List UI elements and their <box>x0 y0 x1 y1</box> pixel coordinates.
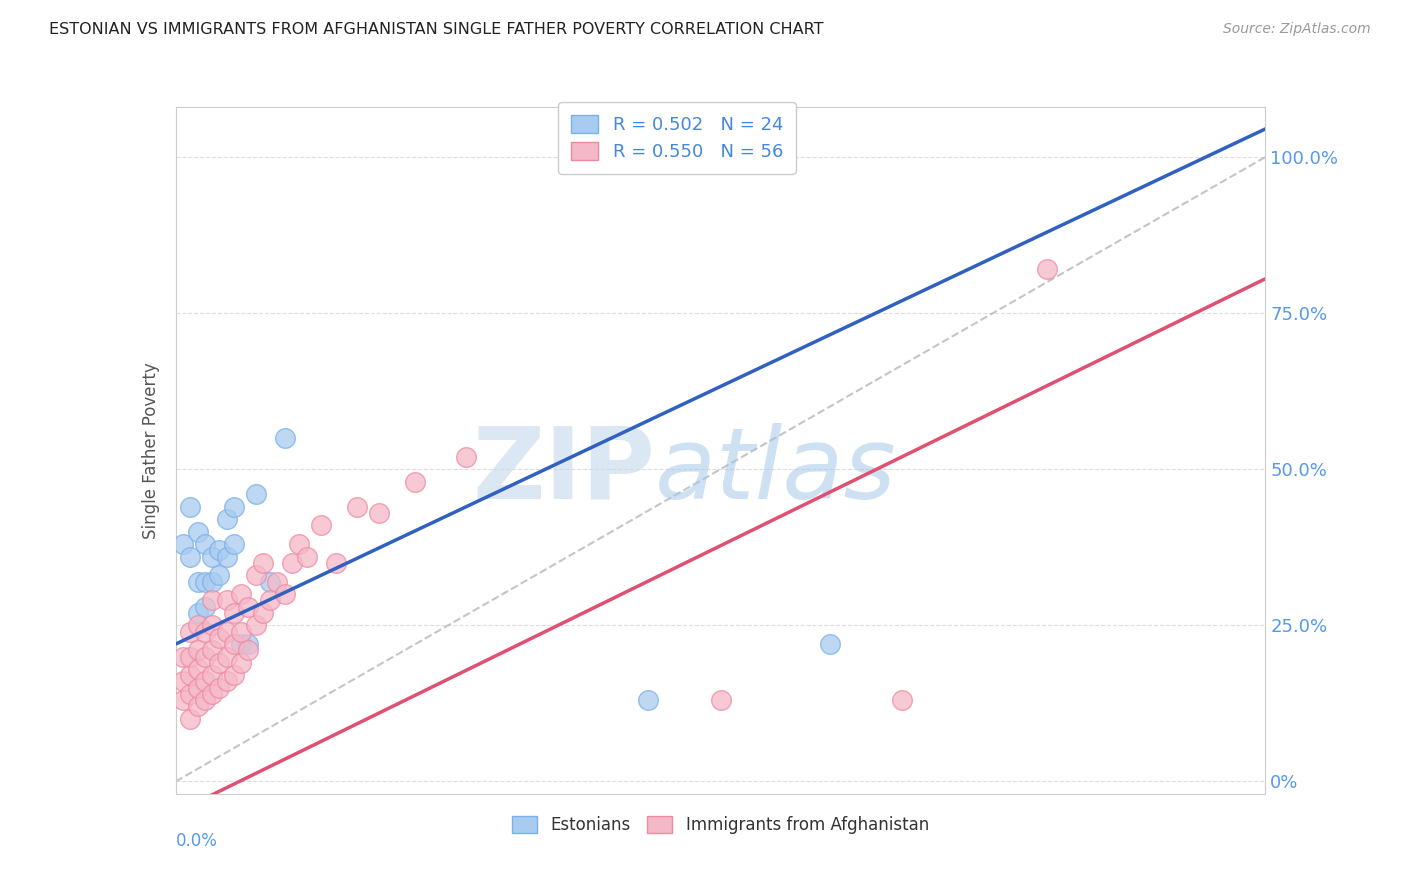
Point <box>179 649 201 664</box>
Point <box>245 568 267 582</box>
Point <box>179 500 201 514</box>
Point <box>346 500 368 514</box>
Point <box>456 450 478 464</box>
Point <box>201 593 224 607</box>
Point <box>172 674 194 689</box>
Point <box>186 662 209 676</box>
Point <box>325 556 347 570</box>
Point <box>194 674 217 689</box>
Point <box>208 543 231 558</box>
Point <box>201 549 224 564</box>
Point <box>194 599 217 614</box>
Point <box>201 618 224 632</box>
Point <box>194 574 217 589</box>
Y-axis label: Single Father Poverty: Single Father Poverty <box>142 362 160 539</box>
Point <box>179 668 201 682</box>
Point <box>215 674 238 689</box>
Point <box>201 574 224 589</box>
Point <box>186 574 209 589</box>
Point <box>368 506 391 520</box>
Point <box>186 606 209 620</box>
Point <box>245 618 267 632</box>
Point <box>222 537 245 551</box>
Point <box>637 693 659 707</box>
Point <box>309 518 332 533</box>
Point <box>215 649 238 664</box>
Point <box>274 431 297 445</box>
Point <box>222 668 245 682</box>
Point <box>252 606 274 620</box>
Point <box>231 624 253 639</box>
Point <box>208 568 231 582</box>
Point <box>222 606 245 620</box>
Point <box>231 587 253 601</box>
Point <box>274 587 297 601</box>
Legend: Estonians, Immigrants from Afghanistan: Estonians, Immigrants from Afghanistan <box>506 809 935 840</box>
Point <box>172 537 194 551</box>
Point <box>186 524 209 539</box>
Text: ESTONIAN VS IMMIGRANTS FROM AFGHANISTAN SINGLE FATHER POVERTY CORRELATION CHART: ESTONIAN VS IMMIGRANTS FROM AFGHANISTAN … <box>49 22 824 37</box>
Point <box>1036 262 1059 277</box>
Point <box>201 668 224 682</box>
Point <box>266 574 288 589</box>
Point <box>186 643 209 657</box>
Point <box>259 593 281 607</box>
Point <box>818 637 841 651</box>
Point <box>186 681 209 695</box>
Point <box>215 512 238 526</box>
Point <box>259 574 281 589</box>
Point <box>179 624 201 639</box>
Point <box>186 618 209 632</box>
Point <box>179 687 201 701</box>
Point <box>222 637 245 651</box>
Point <box>222 500 245 514</box>
Point <box>710 693 733 707</box>
Point <box>208 631 231 645</box>
Point <box>891 693 914 707</box>
Point <box>179 712 201 726</box>
Point <box>238 637 260 651</box>
Point <box>215 624 238 639</box>
Point <box>238 643 260 657</box>
Point <box>231 637 253 651</box>
Point <box>194 649 217 664</box>
Point <box>281 556 304 570</box>
Point <box>295 549 318 564</box>
Point <box>194 693 217 707</box>
Text: atlas: atlas <box>655 423 897 519</box>
Point <box>208 656 231 670</box>
Point <box>208 681 231 695</box>
Point <box>186 699 209 714</box>
Point <box>252 556 274 570</box>
Point <box>201 643 224 657</box>
Point <box>172 649 194 664</box>
Point <box>201 687 224 701</box>
Point <box>215 549 238 564</box>
Point <box>231 656 253 670</box>
Point <box>179 549 201 564</box>
Point <box>194 537 217 551</box>
Point <box>172 693 194 707</box>
Point <box>215 593 238 607</box>
Point <box>194 624 217 639</box>
Text: 0.0%: 0.0% <box>176 831 218 850</box>
Point <box>405 475 427 489</box>
Text: Source: ZipAtlas.com: Source: ZipAtlas.com <box>1223 22 1371 37</box>
Text: ZIP: ZIP <box>472 423 655 519</box>
Point <box>238 599 260 614</box>
Point <box>245 487 267 501</box>
Point <box>288 537 311 551</box>
